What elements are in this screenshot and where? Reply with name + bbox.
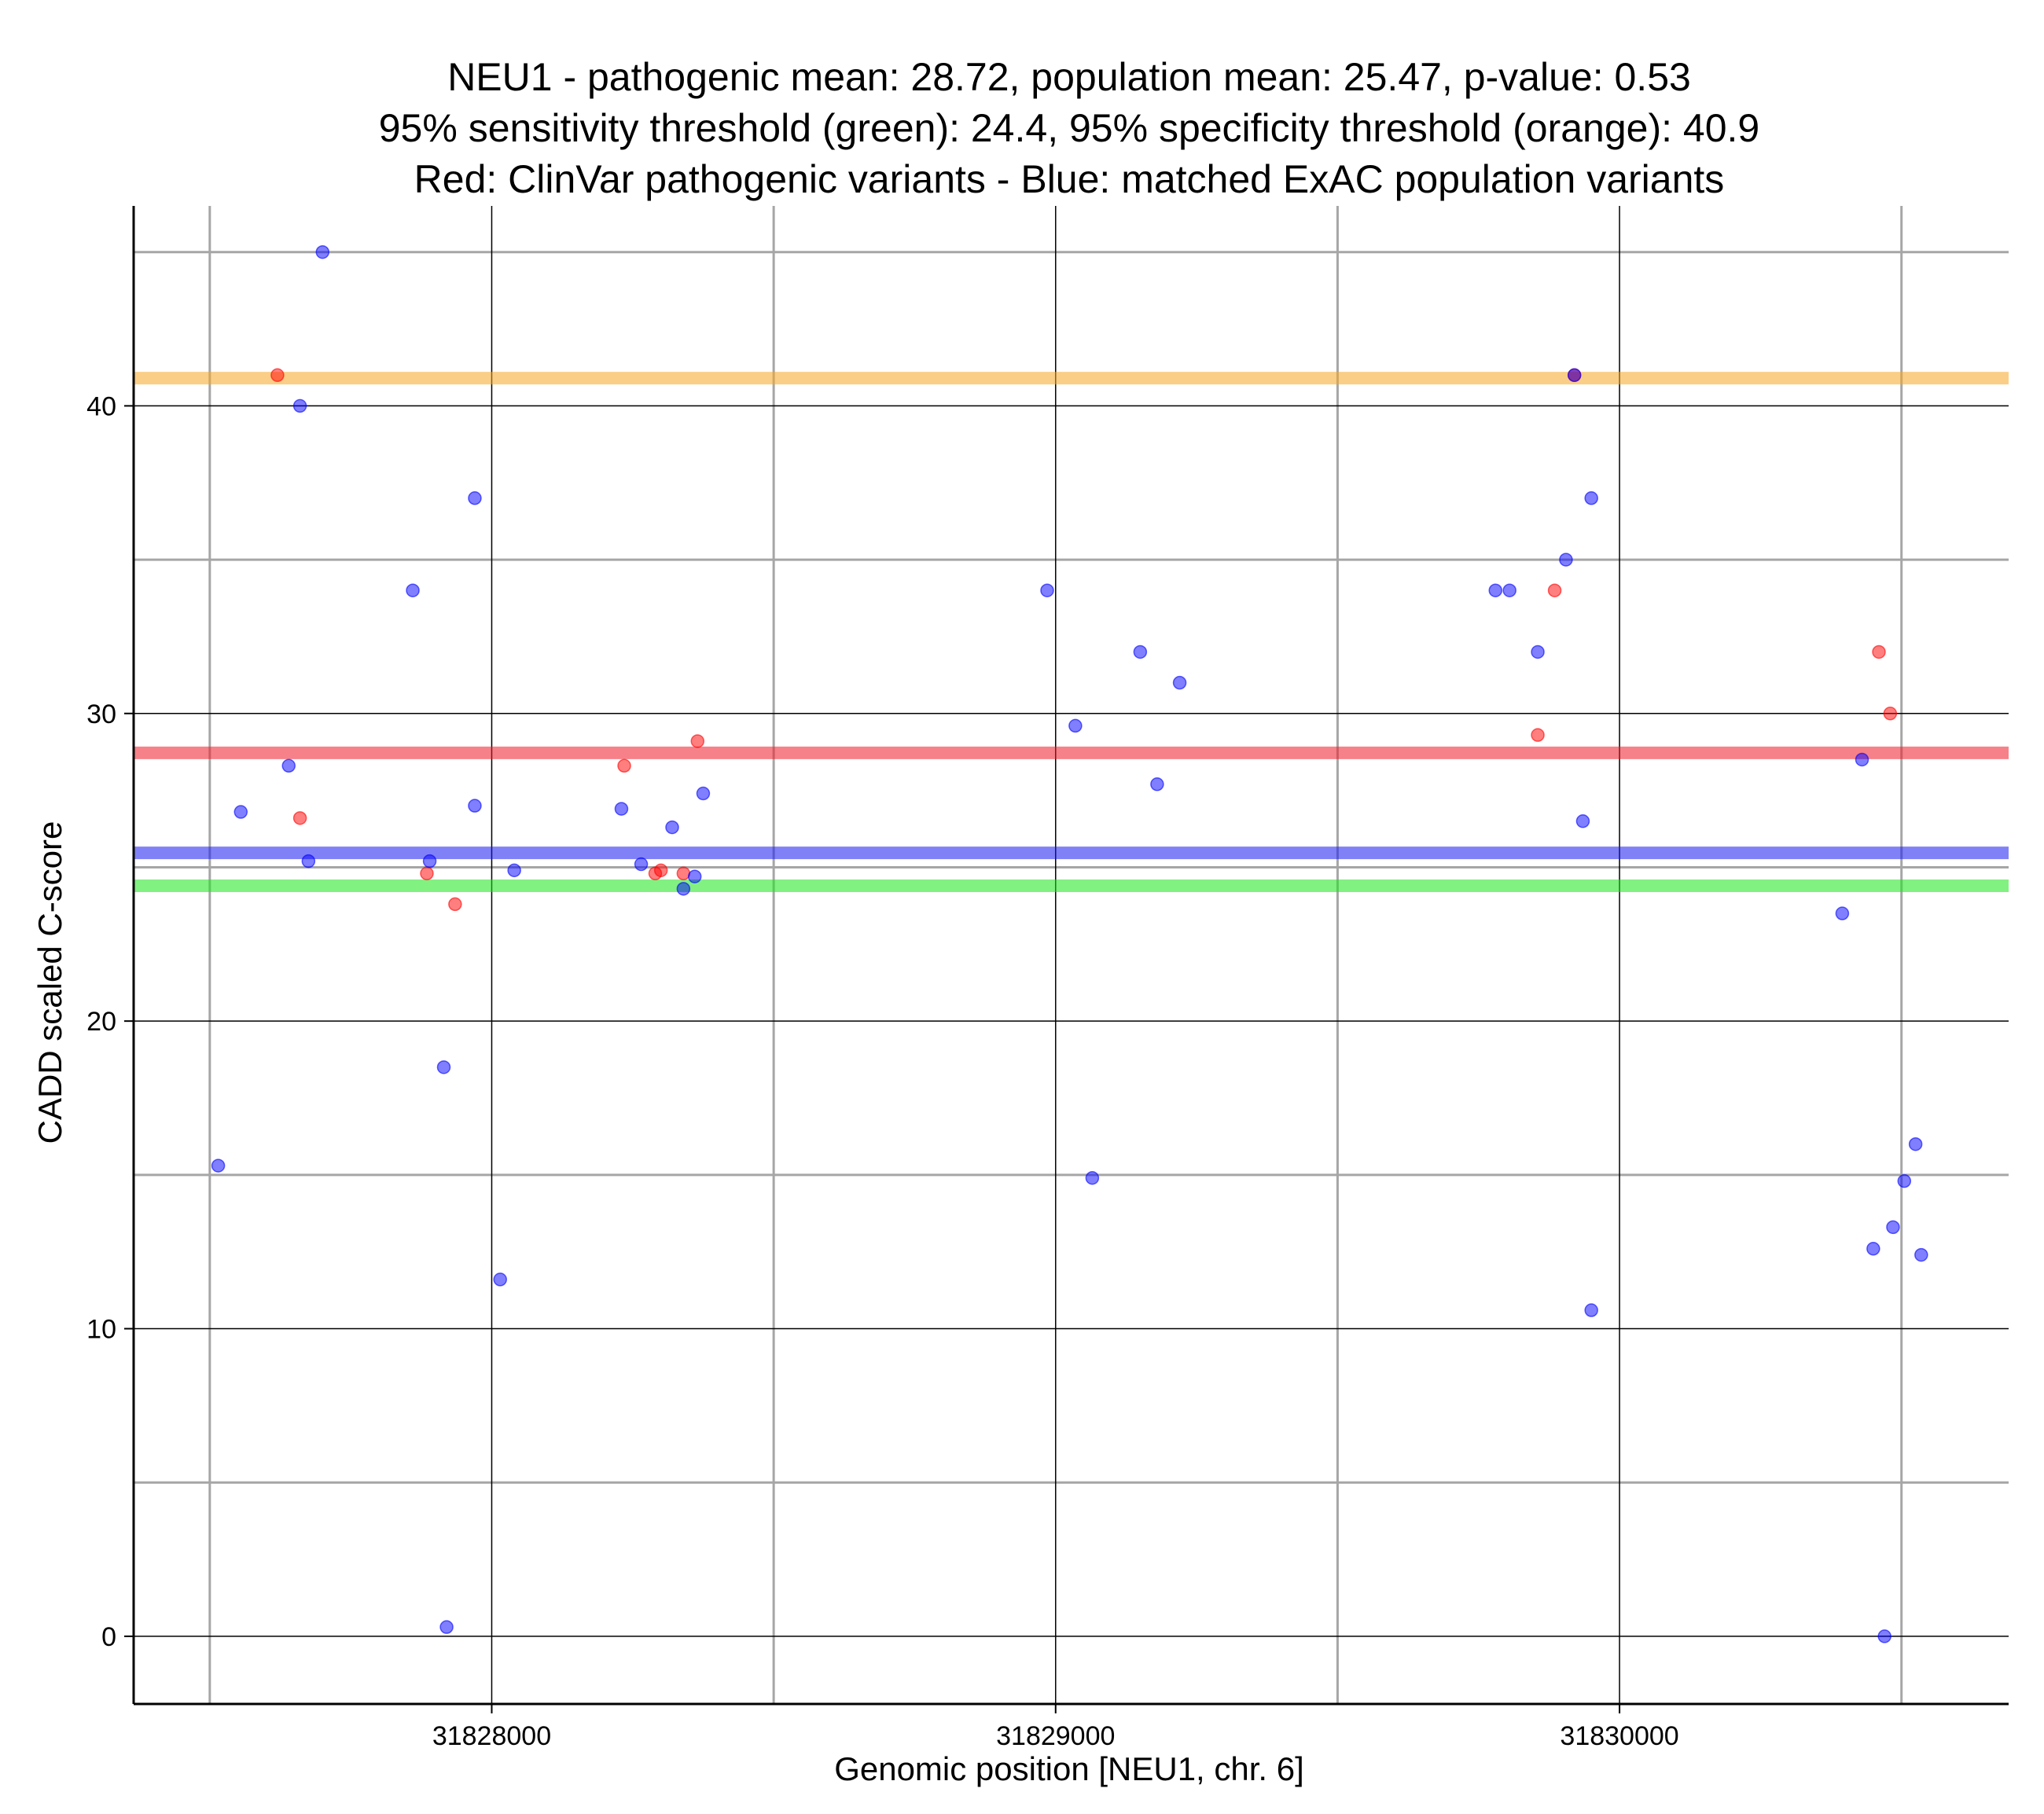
population-point (1908, 1137, 1923, 1151)
population-point (1488, 583, 1503, 597)
x-tick-label: 31830000 (1560, 1721, 1678, 1751)
population-point (468, 491, 482, 505)
population-point (1584, 491, 1598, 505)
title-line-1: NEU1 - pathogenic mean: 28.72, populatio… (447, 55, 1691, 99)
population-point (1886, 1220, 1900, 1235)
pathogenic-point (617, 758, 631, 773)
population-point (1085, 1170, 1100, 1185)
population-point (1133, 644, 1148, 659)
population-point (211, 1159, 226, 1173)
population-point (1584, 1303, 1598, 1317)
population-point (406, 583, 420, 597)
population-point (439, 1620, 454, 1634)
population-point (315, 244, 330, 259)
population-point (507, 863, 521, 878)
population-point (1914, 1247, 1928, 1262)
population-point (281, 758, 296, 773)
population-point (1559, 553, 1573, 567)
y-axis-title: CADD scaled C-score (31, 821, 68, 1144)
pathogenic-point (1531, 728, 1545, 742)
x-axis-title: Genomic position [NEU1, chr. 6] (834, 1750, 1304, 1787)
pathogenic-point (676, 866, 691, 881)
population-point (634, 857, 649, 872)
population-point (493, 1272, 507, 1287)
y-tick-label: 0 (101, 1622, 116, 1652)
population-point (1835, 906, 1850, 920)
pathogenic-point (653, 863, 668, 878)
population-point (665, 820, 679, 835)
population-point (436, 1060, 451, 1074)
population-point (1897, 1173, 1912, 1188)
title-line-3: Red: ClinVar pathogenic variants - Blue:… (414, 157, 1725, 201)
population-point (687, 869, 702, 883)
population-point (301, 854, 316, 868)
y-tick-label: 40 (86, 391, 116, 421)
pathogenic-point (270, 368, 285, 383)
population-point (1150, 777, 1164, 791)
pathogenic-point (292, 811, 307, 825)
pathogenic-point (1547, 583, 1562, 597)
population-point (1567, 368, 1582, 383)
population-point (422, 854, 437, 868)
population-point (676, 882, 691, 896)
pathogenic-point (1872, 644, 1886, 659)
population-point (1531, 644, 1545, 659)
population-point (696, 786, 711, 801)
population-point (1502, 583, 1516, 597)
population-point (1866, 1242, 1880, 1256)
population-point (292, 398, 307, 413)
pathogenic-point (690, 734, 705, 748)
mean-threshold-lines (134, 372, 2009, 892)
population-point (468, 799, 482, 813)
y-tick-label: 10 (86, 1315, 116, 1345)
population-point (1172, 675, 1187, 690)
variant-points (211, 244, 1928, 1643)
y-tick-label: 30 (86, 700, 116, 729)
population-point (1068, 718, 1083, 733)
pathogenic-point (1883, 707, 1898, 721)
pathogenic-point (448, 897, 462, 912)
population-point (614, 802, 629, 816)
grid-lines (134, 206, 2009, 1704)
tick-labels: 0 10 20 30 40 31828000 31829000 31830000 (86, 391, 1679, 1751)
x-tick-label: 31829000 (996, 1721, 1115, 1751)
chart-title: NEU1 - pathogenic mean: 28.72, populatio… (379, 55, 1759, 201)
population-point (1855, 752, 1869, 767)
population-point (1040, 583, 1054, 597)
population-point (1877, 1629, 1891, 1643)
population-point (1575, 814, 1590, 828)
axes (132, 206, 2009, 1706)
population-point (233, 805, 248, 819)
x-tick-label: 31828000 (432, 1721, 551, 1751)
pathogenic-point (420, 866, 434, 881)
title-line-2: 95% sensitivity threshold (green): 24.4,… (379, 106, 1759, 150)
y-tick-label: 20 (86, 1007, 116, 1037)
